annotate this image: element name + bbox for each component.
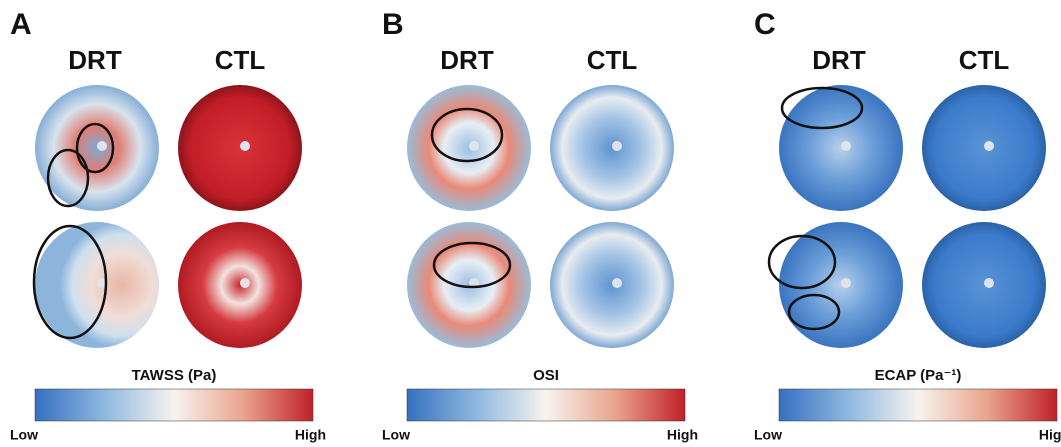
surface-map [407,85,531,211]
colorbar-label: OSI [533,367,559,384]
surface-map [178,85,302,211]
colorbar-label: TAWSS (Pa) [132,367,217,384]
center-hub [984,141,994,151]
colorbar-low: Low [754,427,782,443]
surface-map [550,85,674,211]
surface-map [922,222,1046,348]
panel-letter: C [754,8,776,41]
panel: A DRT CTL TAWSS (Pa) Low High [10,8,326,443]
center-hub [841,278,851,288]
surface-map [922,85,1046,211]
column-label: DRT [440,45,494,75]
column-label: CTL [587,45,638,75]
center-hub [984,278,994,288]
panel-letter: B [382,8,404,41]
center-hub [612,278,622,288]
colorbar-high: High [1039,427,1061,443]
surface-map [35,222,159,348]
surface-map [178,222,302,348]
colorbar-high: High [295,427,326,443]
center-hub [240,278,250,288]
column-label: CTL [959,45,1010,75]
colorbar-low: Low [382,427,410,443]
colorbar-high: High [667,427,698,443]
colorbar [779,389,1057,421]
center-hub [612,141,622,151]
colorbar [407,389,685,421]
panel: B DRT CTL OSI Low High [382,8,698,443]
surface-map [779,85,903,211]
panels: A DRT CTL TAWSS (Pa) Low High B DRT CTL OSI Low Hig… [10,8,1061,443]
surface-map [407,222,531,348]
column-label: DRT [812,45,866,75]
center-hub [841,141,851,151]
center-hub [97,141,107,151]
surface-map [550,222,674,348]
surface-map [35,85,159,211]
center-hub [240,141,250,151]
panel-letter: A [10,8,32,41]
colorbar-label: ECAP (Pa⁻¹) [875,367,962,384]
panel: C DRT CTL ECAP (Pa⁻¹) Low High [754,8,1061,443]
figure: A DRT CTL TAWSS (Pa) Low High B DRT CTL OSI Low Hig… [0,0,1061,447]
colorbar [35,389,313,421]
center-hub [469,141,479,151]
colorbar-low: Low [10,427,38,443]
column-label: CTL [215,45,266,75]
column-label: DRT [68,45,122,75]
surface-map [779,222,903,348]
